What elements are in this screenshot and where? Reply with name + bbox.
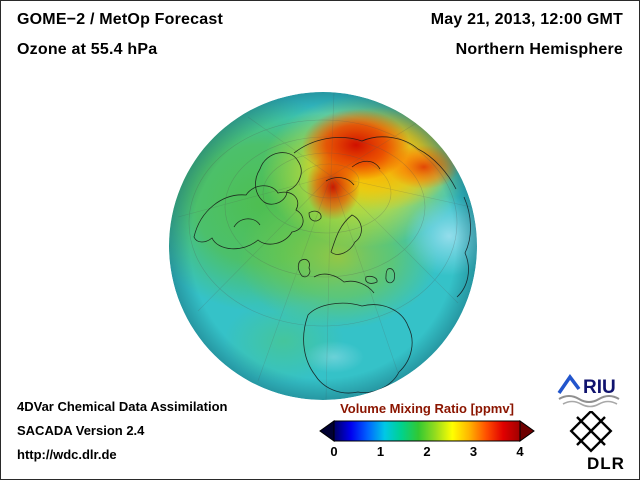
wdc-url-label: http://wdc.dlr.de bbox=[17, 447, 117, 462]
tick-label-3: 3 bbox=[469, 444, 478, 459]
level-subtitle: Ozone at 55.4 hPa bbox=[17, 41, 158, 58]
riu-logo: RIU bbox=[557, 374, 620, 408]
colorbar-right-arrow bbox=[519, 420, 535, 442]
colorbar-gradient bbox=[333, 420, 521, 442]
riu-wave2-icon bbox=[562, 400, 618, 408]
riu-logo-text: RIU bbox=[583, 377, 616, 398]
tick-label-2: 2 bbox=[423, 444, 431, 459]
datetime-label: May 21, 2013, 12:00 GMT bbox=[430, 11, 623, 28]
region-label: Northern Hemisphere bbox=[455, 41, 623, 58]
tick-label-1: 1 bbox=[376, 444, 385, 459]
riu-wave-icon bbox=[558, 395, 620, 403]
globe-visualization bbox=[169, 92, 477, 400]
colorbar-title: Volume Mixing Ratio [ppmv] bbox=[340, 401, 514, 416]
version-label: SACADA Version 2.4 bbox=[17, 423, 145, 438]
riu-peak-icon bbox=[557, 374, 581, 394]
tick-label-0: 0 bbox=[330, 444, 338, 459]
colorbar-ticks: 0 1 2 3 4 bbox=[319, 444, 535, 460]
colorbar-left-arrow bbox=[319, 420, 335, 442]
product-title: GOME−2 / MetOp Forecast bbox=[17, 11, 223, 28]
dlr-logo: DLR bbox=[569, 411, 625, 473]
dlr-logo-text: DLR bbox=[587, 454, 625, 473]
dlr-star-icon bbox=[569, 411, 613, 453]
tick-label-4: 4 bbox=[516, 444, 524, 459]
globe-limb bbox=[169, 92, 477, 400]
assimilation-label: 4DVar Chemical Data Assimilation bbox=[17, 399, 228, 414]
colorbar bbox=[319, 420, 535, 442]
